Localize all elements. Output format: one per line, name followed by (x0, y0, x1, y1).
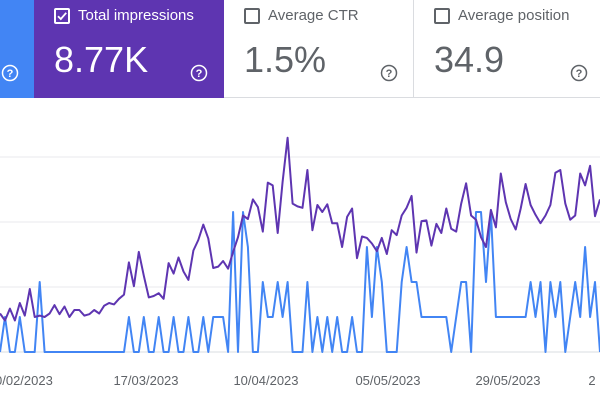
svg-text:?: ? (386, 68, 393, 80)
help-circle-icon[interactable]: ? (190, 64, 208, 82)
x-axis-tick-labels: 0/02/2023 17/03/2023 10/04/2023 05/05/2023 2… (0, 373, 596, 388)
position-label: Average position (458, 7, 570, 24)
ctr-label: Average CTR (268, 7, 359, 24)
clicks-series-line (0, 211, 600, 353)
total-clicks-card[interactable]: ? (0, 0, 34, 98)
svg-text:?: ? (196, 68, 203, 80)
chart-series (0, 136, 600, 353)
position-value: 34.9 (434, 39, 505, 80)
metrics-divider (224, 97, 600, 98)
chart-gridlines (0, 156, 600, 353)
help-circle-icon[interactable]: ? (380, 64, 398, 82)
average-ctr-card[interactable]: Average CTR 1.5% ? (224, 0, 414, 98)
checkbox-checked-icon[interactable] (54, 8, 70, 24)
x-tick-label: 29/05/2023 (475, 373, 540, 388)
total-impressions-card[interactable]: Total impressions 8.77K ? (34, 0, 224, 98)
impressions-series-line (0, 136, 600, 322)
x-tick-label: 2 (588, 373, 595, 388)
checkbox-empty-icon[interactable] (244, 8, 260, 24)
help-circle-icon[interactable]: ? (570, 64, 588, 82)
checkbox-empty-icon[interactable] (434, 8, 450, 24)
x-tick-label: 0/02/2023 (0, 373, 53, 388)
average-position-card[interactable]: Average position 34.9 ? (414, 0, 600, 98)
performance-chart: 0/02/2023 17/03/2023 10/04/2023 05/05/2023 2… (0, 136, 600, 388)
x-tick-label: 05/05/2023 (355, 373, 420, 388)
impressions-value: 8.77K (54, 39, 149, 80)
svg-text:?: ? (576, 68, 583, 80)
x-tick-label: 10/04/2023 (233, 373, 298, 388)
metrics-row: ? Total impressions 8.77K ? Average CTR … (0, 0, 600, 98)
svg-text:?: ? (7, 68, 14, 80)
help-circle-icon[interactable]: ? (1, 64, 19, 82)
x-tick-label: 17/03/2023 (113, 373, 178, 388)
impressions-label: Total impressions (78, 7, 194, 24)
ctr-value: 1.5% (244, 39, 327, 80)
